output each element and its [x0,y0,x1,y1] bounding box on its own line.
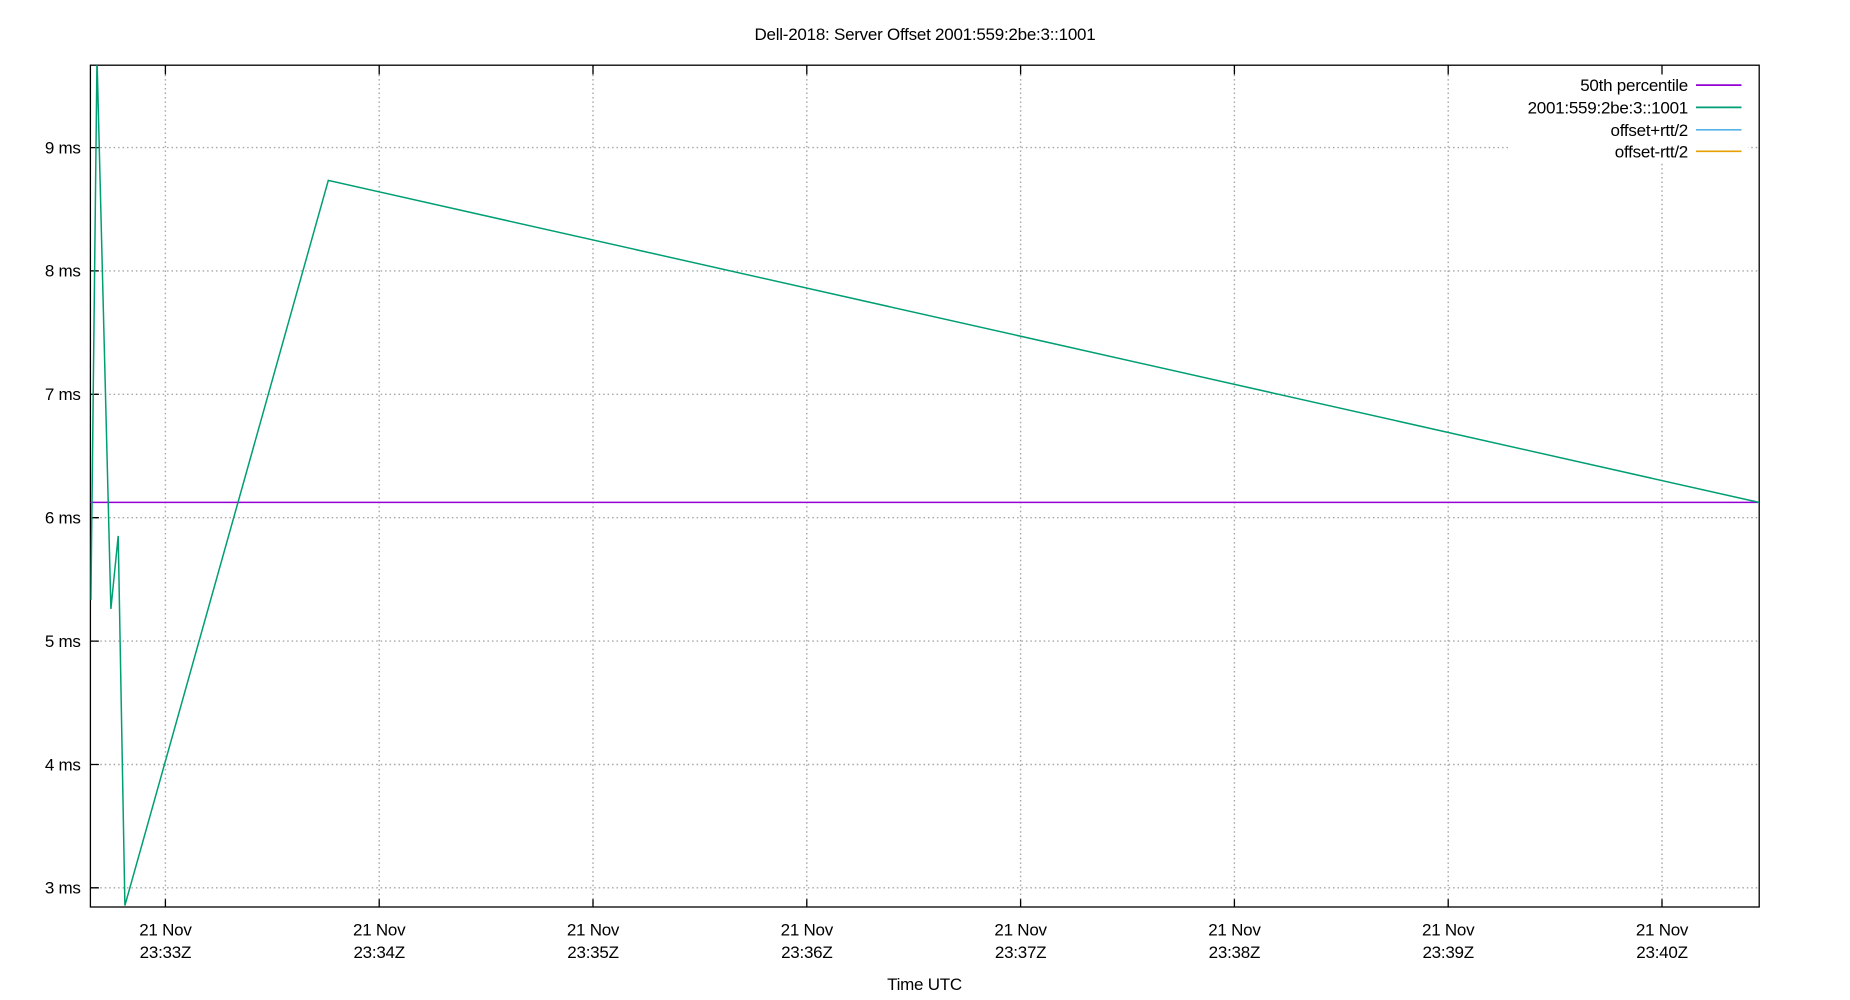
svg-text:8 ms: 8 ms [45,262,81,281]
svg-text:21 Nov: 21 Nov [994,921,1047,940]
svg-text:23:39Z: 23:39Z [1422,943,1473,962]
svg-text:3 ms: 3 ms [45,879,81,898]
svg-text:offset+rtt/2: offset+rtt/2 [1611,121,1688,140]
svg-text:23:37Z: 23:37Z [995,943,1046,962]
svg-text:21 Nov: 21 Nov [781,921,834,940]
svg-text:7 ms: 7 ms [45,385,81,404]
svg-text:23:33Z: 23:33Z [140,943,191,962]
svg-text:4 ms: 4 ms [45,755,81,774]
svg-text:9 ms: 9 ms [45,138,81,157]
svg-text:21 Nov: 21 Nov [353,921,406,940]
svg-text:23:40Z: 23:40Z [1636,943,1687,962]
svg-text:23:36Z: 23:36Z [781,943,832,962]
svg-text:6 ms: 6 ms [45,509,81,528]
svg-text:Dell-2018: Server Offset 2001:: Dell-2018: Server Offset 2001:559:2be:3:… [755,25,1096,44]
svg-text:Time UTC: Time UTC [887,975,962,994]
svg-text:5 ms: 5 ms [45,632,81,651]
svg-text:21 Nov: 21 Nov [567,921,620,940]
svg-text:23:34Z: 23:34Z [353,943,404,962]
svg-text:21 Nov: 21 Nov [1422,921,1475,940]
svg-text:21 Nov: 21 Nov [139,921,192,940]
svg-text:21 Nov: 21 Nov [1208,921,1261,940]
svg-text:23:35Z: 23:35Z [567,943,618,962]
svg-text:2001:559:2be:3::1001: 2001:559:2be:3::1001 [1528,98,1688,117]
svg-text:21 Nov: 21 Nov [1636,921,1689,940]
svg-text:50th percentile: 50th percentile [1580,76,1688,95]
svg-text:23:38Z: 23:38Z [1209,943,1260,962]
svg-text:offset-rtt/2: offset-rtt/2 [1615,142,1688,161]
